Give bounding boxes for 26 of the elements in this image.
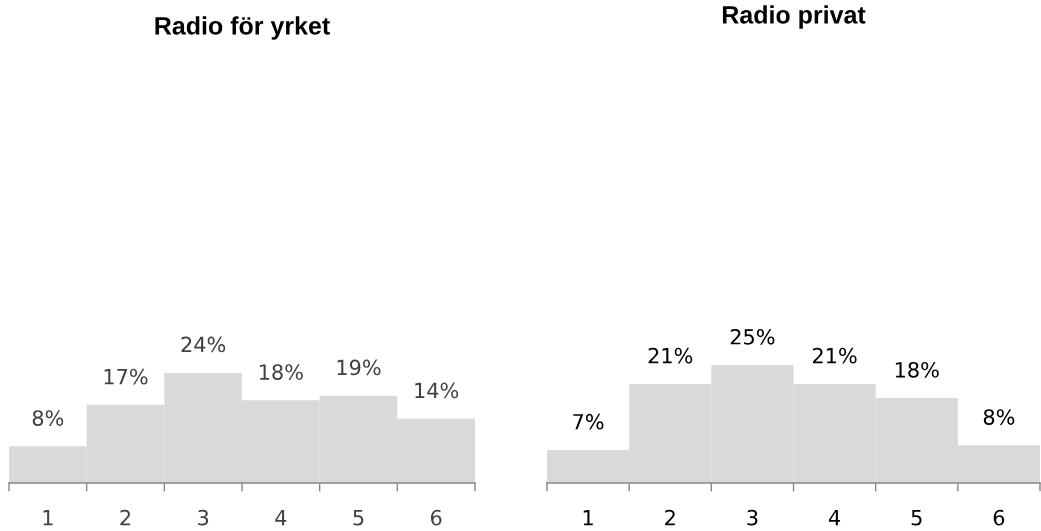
x-tick-label: 1 bbox=[583, 510, 593, 526]
data-label: 18% bbox=[895, 361, 939, 378]
x-tick-label: 2 bbox=[665, 509, 675, 526]
x-tick-label: 4 bbox=[828, 510, 841, 526]
x-tick-label: 1 bbox=[43, 510, 53, 526]
x-tick-label: 4 bbox=[275, 510, 287, 526]
x-tick-label: 3 bbox=[198, 509, 209, 526]
data-label: 24% bbox=[181, 336, 226, 353]
x-tick-label: 5 bbox=[911, 510, 922, 526]
data-label: 8% bbox=[32, 410, 64, 426]
data-label: 19% bbox=[337, 359, 381, 376]
x-tick-label: 3 bbox=[747, 509, 758, 526]
chart-title: Radio för yrket bbox=[155, 16, 330, 40]
data-label: 18% bbox=[259, 364, 303, 380]
x-tick-label: 6 bbox=[430, 509, 442, 526]
x-tick-label: 5 bbox=[353, 510, 364, 526]
data-label: 25% bbox=[730, 328, 775, 345]
data-label: 17% bbox=[104, 368, 148, 385]
data-label: 7% bbox=[573, 413, 604, 430]
data-label: 21% bbox=[812, 347, 857, 364]
data-label: 8% bbox=[983, 409, 1015, 425]
data-label: 14% bbox=[415, 382, 459, 399]
x-tick-label: 6 bbox=[993, 509, 1005, 526]
x-tick-label: 2 bbox=[120, 509, 131, 526]
chart-title: Radio privat bbox=[722, 5, 866, 29]
data-label: 21% bbox=[648, 347, 693, 364]
